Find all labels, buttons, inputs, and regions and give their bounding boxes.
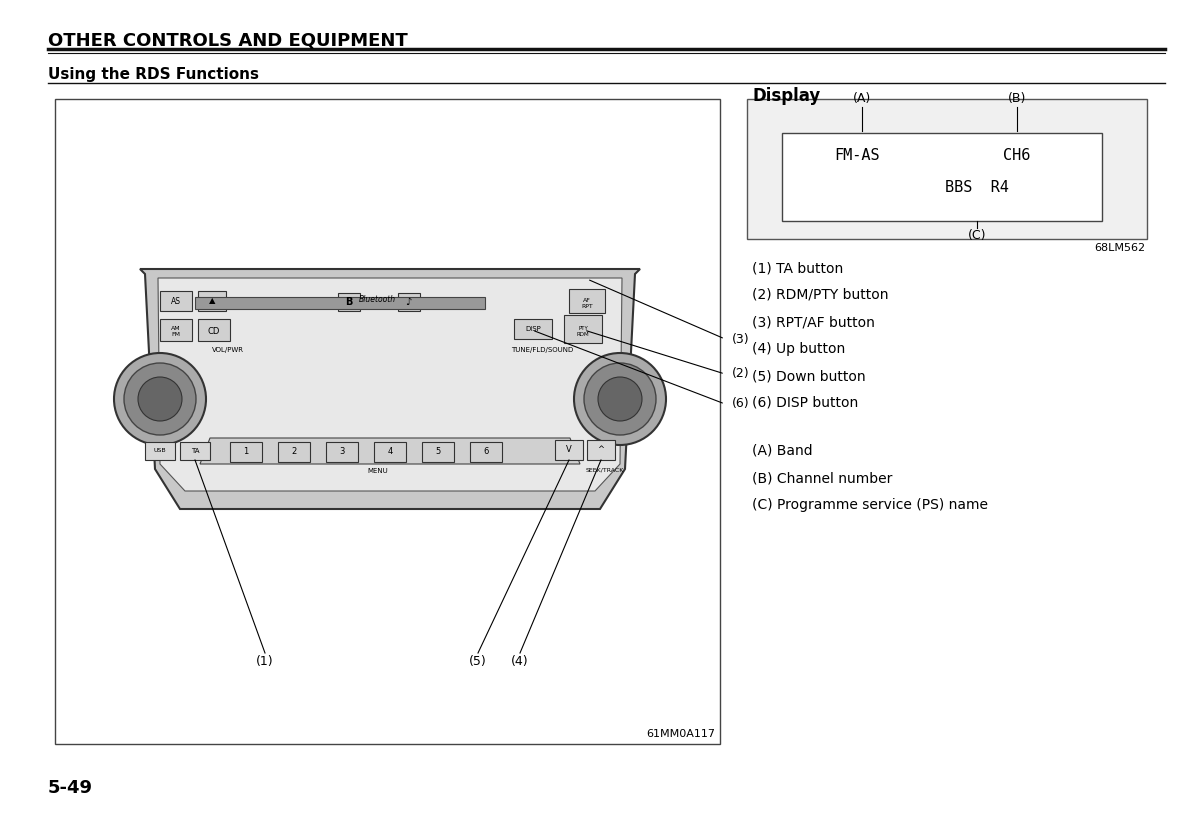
Bar: [198, 291, 226, 311]
Text: RDM: RDM: [577, 331, 589, 336]
Text: ▲: ▲: [209, 296, 215, 305]
Bar: [470, 442, 502, 462]
Circle shape: [584, 363, 656, 435]
Text: (4) Up button: (4) Up button: [752, 342, 845, 356]
Bar: [514, 319, 552, 339]
Text: (1) TA button: (1) TA button: [752, 261, 844, 275]
Text: Display: Display: [752, 87, 821, 105]
Text: (2): (2): [732, 367, 750, 381]
Bar: [160, 291, 192, 311]
Text: (5) Down button: (5) Down button: [752, 369, 865, 383]
Circle shape: [598, 377, 642, 421]
Text: (B): (B): [1008, 92, 1026, 105]
Text: ^: ^: [598, 446, 605, 455]
Text: (2) RDM/PTY button: (2) RDM/PTY button: [752, 288, 888, 302]
Polygon shape: [200, 438, 580, 464]
Text: V: V: [566, 446, 572, 455]
Text: AF: AF: [583, 298, 590, 303]
Text: 2: 2: [292, 447, 296, 456]
Text: TUNE/FLD/SOUND: TUNE/FLD/SOUND: [511, 347, 574, 353]
Text: Bluetooth: Bluetooth: [359, 294, 396, 304]
Text: (3) RPT/AF button: (3) RPT/AF button: [752, 315, 875, 329]
Circle shape: [138, 377, 182, 421]
Circle shape: [574, 353, 666, 445]
Text: (5): (5): [469, 654, 487, 668]
Bar: [145, 442, 175, 460]
Bar: [55, 99, 720, 744]
Text: VOL/PWR: VOL/PWR: [212, 347, 244, 353]
Text: MENU: MENU: [367, 468, 388, 474]
Text: OTHER CONTROLS AND EQUIPMENT: OTHER CONTROLS AND EQUIPMENT: [48, 31, 408, 49]
Bar: [326, 442, 358, 462]
Text: Using the RDS Functions: Using the RDS Functions: [48, 67, 259, 82]
Bar: [782, 133, 1102, 221]
Text: 61MM0A117: 61MM0A117: [646, 729, 715, 739]
Text: ♪: ♪: [406, 297, 412, 307]
Text: AS: AS: [172, 296, 181, 305]
Text: AM: AM: [172, 326, 181, 331]
Text: (4): (4): [511, 654, 529, 668]
Circle shape: [114, 353, 206, 445]
Text: TA: TA: [191, 448, 199, 454]
Bar: [422, 442, 454, 462]
Bar: [198, 319, 230, 341]
Text: PTY: PTY: [578, 326, 588, 331]
Text: (1): (1): [256, 654, 274, 668]
Text: FM: FM: [172, 332, 180, 337]
Text: DISP: DISP: [526, 326, 541, 332]
Text: (C) Programme service (PS) name: (C) Programme service (PS) name: [752, 498, 988, 512]
Bar: [397, 293, 420, 311]
Text: USB: USB: [154, 449, 167, 454]
Text: 3: 3: [340, 447, 344, 456]
Text: (3): (3): [732, 332, 750, 346]
Text: (C): (C): [967, 229, 986, 242]
Text: 68LM562: 68LM562: [1094, 243, 1145, 253]
Bar: [278, 442, 310, 462]
Bar: [337, 293, 360, 311]
Text: (B) Channel number: (B) Channel number: [752, 471, 893, 485]
Text: 6: 6: [484, 447, 488, 456]
Bar: [194, 297, 485, 309]
Text: BBS  R4: BBS R4: [946, 180, 1009, 195]
Text: (6): (6): [732, 398, 750, 410]
Text: CD: CD: [208, 327, 220, 336]
Text: (6) DISP button: (6) DISP button: [752, 396, 858, 410]
Bar: [564, 315, 602, 343]
Text: 1: 1: [244, 447, 248, 456]
Text: CH6: CH6: [1003, 149, 1031, 164]
Bar: [374, 442, 406, 462]
Polygon shape: [140, 269, 640, 509]
Text: 5: 5: [436, 447, 440, 456]
Text: (A) Band: (A) Band: [752, 444, 812, 458]
Text: RPT: RPT: [581, 305, 593, 310]
Bar: [746, 99, 1147, 239]
Bar: [230, 442, 262, 462]
Bar: [160, 319, 192, 341]
Polygon shape: [158, 278, 622, 491]
Text: SEEK/TRACK: SEEK/TRACK: [586, 468, 624, 473]
Text: FM-AS: FM-AS: [834, 149, 880, 164]
Bar: [587, 440, 616, 460]
Text: 5-49: 5-49: [48, 779, 94, 797]
Bar: [569, 289, 605, 313]
Text: (A): (A): [853, 92, 871, 105]
Bar: [554, 440, 583, 460]
Bar: [180, 442, 210, 460]
Circle shape: [124, 363, 196, 435]
Text: B: B: [344, 297, 352, 307]
Text: 4: 4: [388, 447, 392, 456]
